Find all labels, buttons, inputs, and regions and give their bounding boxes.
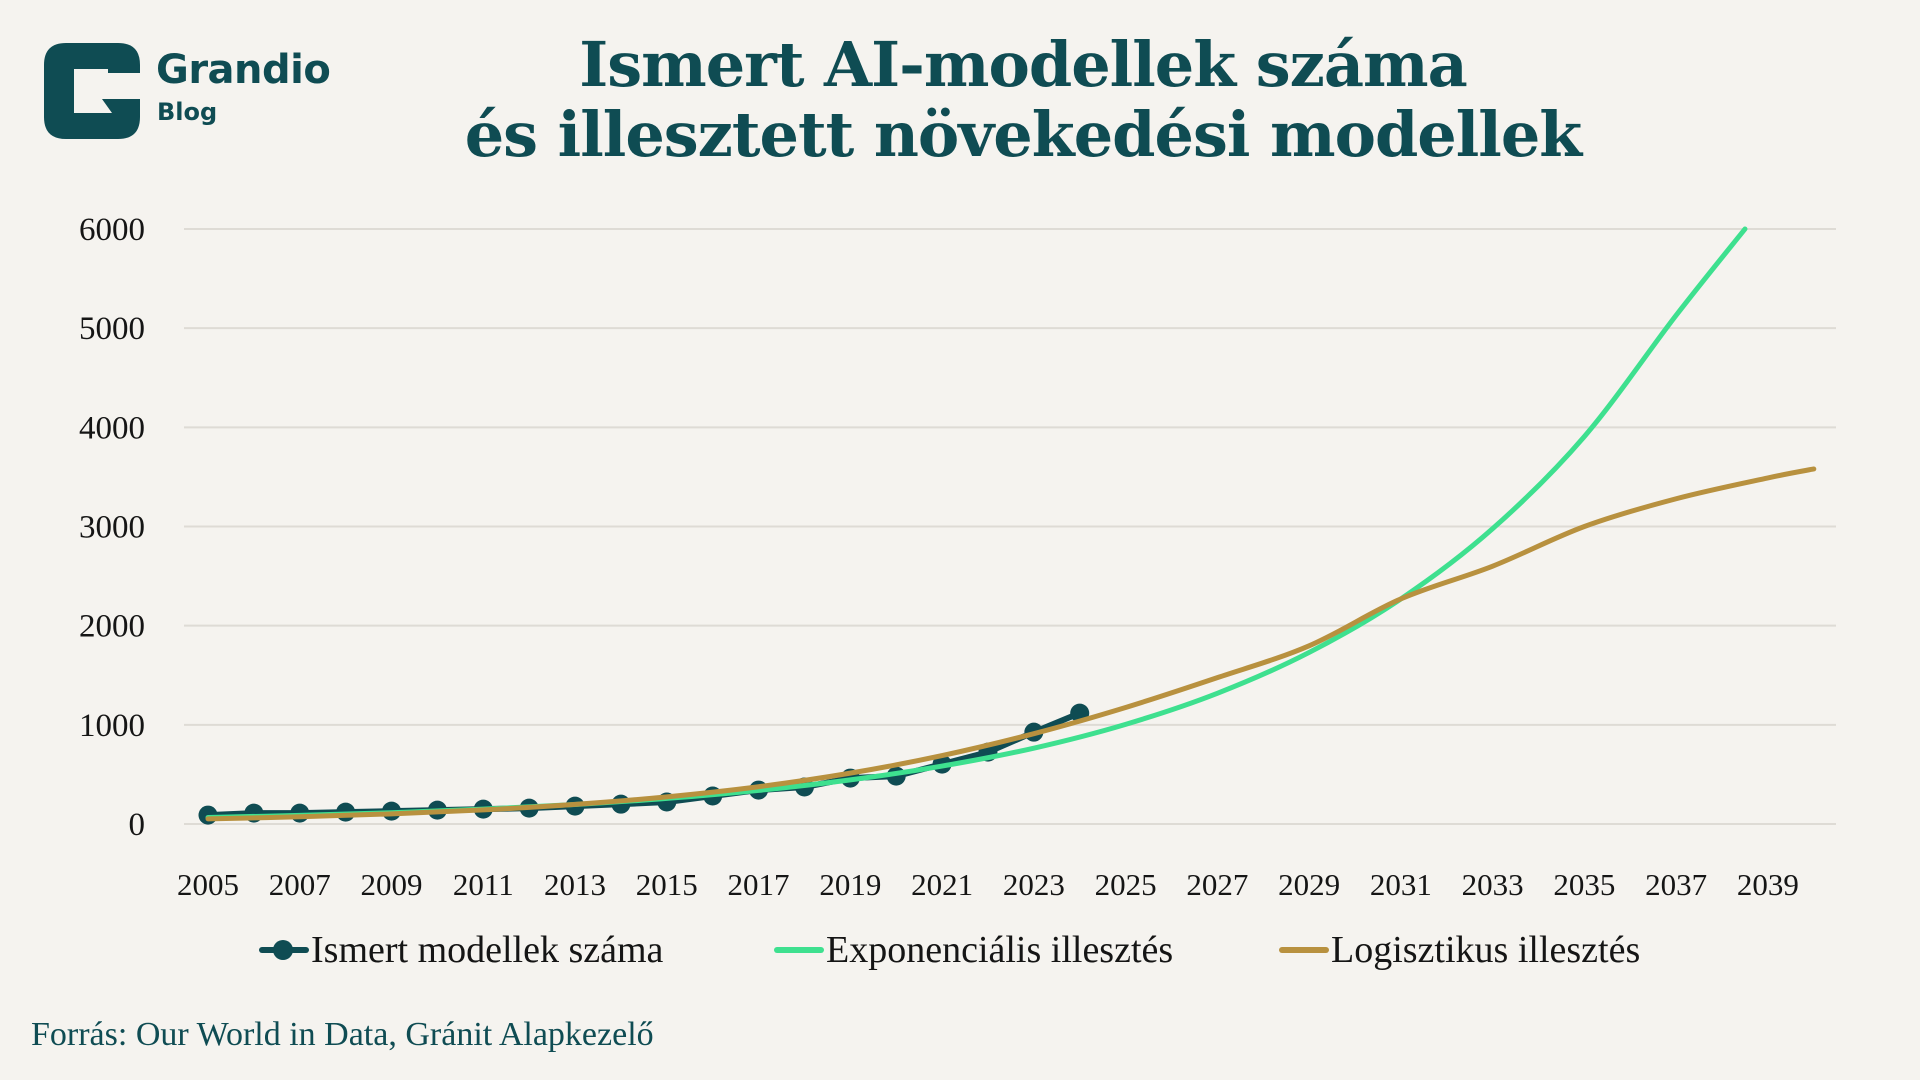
- legend: Ismert modellek száma Exponenciális ille…: [0, 925, 1920, 975]
- legend-label-exponential: Exponenciális illesztés: [826, 929, 1174, 971]
- legend-label-logistic: Logisztikus illesztés: [1331, 929, 1641, 971]
- x-tick-label: 2017: [728, 867, 790, 900]
- chart-title-line-1: Ismert AI-modellek száma: [579, 28, 1468, 101]
- y-tick-label: 1000: [79, 708, 145, 744]
- legend-item-logistic: Logisztikus illesztés: [1277, 925, 1640, 975]
- legend-label-observed: Ismert modellek száma: [311, 929, 664, 971]
- legend-swatch-line: [774, 947, 824, 953]
- x-tick-label: 2037: [1645, 867, 1707, 900]
- x-tick-label: 2009: [361, 867, 423, 900]
- x-tick-label: 2023: [1003, 867, 1065, 900]
- y-tick-label: 4000: [79, 410, 145, 446]
- y-tick-label: 5000: [79, 311, 145, 347]
- source-note: Forrás: Our World in Data, Gránit Alapke…: [31, 1016, 654, 1053]
- legend-marker-line-dot-icon: [257, 935, 309, 965]
- y-tick-label: 3000: [79, 510, 145, 546]
- x-tick-label: 2025: [1095, 867, 1157, 900]
- x-axis-ticks: 2005 2007 2009 2011 2013 2015 2017 2019 2021 2023…: [177, 867, 1799, 900]
- chart-title-line-2: és illesztett növekedési modellek: [464, 98, 1583, 171]
- legend-item-exponential: Exponenciális illesztés: [772, 925, 1173, 975]
- x-tick-label: 2011: [453, 867, 514, 900]
- x-tick-label: 2013: [544, 867, 606, 900]
- y-tick-label: 6000: [79, 212, 145, 248]
- grandio-g-icon: [44, 43, 140, 139]
- y-tick-label: 0: [129, 807, 146, 843]
- brand-name: Grandio: [156, 47, 331, 93]
- brand-logo: Grandio Blog: [44, 43, 344, 139]
- x-tick-label: 2021: [911, 867, 973, 900]
- x-tick-label: 2039: [1737, 867, 1799, 900]
- legend-swatch-line: [1279, 947, 1329, 953]
- x-tick-label: 2027: [1186, 867, 1248, 900]
- y-tick-label: 2000: [79, 609, 145, 645]
- series-exponential-line: [205, 226, 1748, 820]
- x-tick-label: 2029: [1278, 867, 1340, 900]
- legend-swatch-dot: [273, 940, 293, 960]
- y-axis-ticks: 0 1000 2000 3000 4000 5000 6000: [79, 212, 145, 843]
- x-tick-label: 2033: [1462, 867, 1524, 900]
- series-logistic-line: [205, 466, 1817, 822]
- x-tick-label: 2005: [177, 867, 239, 900]
- brand-sub: Blog: [157, 98, 218, 126]
- chart-title: Ismert AI-modellek száma és illesztett n…: [0, 30, 1856, 170]
- legend-marker-line-icon: [772, 935, 824, 965]
- x-tick-label: 2019: [819, 867, 881, 900]
- x-tick-label: 2015: [636, 867, 698, 900]
- legend-item-observed: Ismert modellek száma: [257, 925, 663, 975]
- legend-marker-line-icon: [1277, 935, 1329, 965]
- gridlines: [184, 228, 1836, 825]
- x-tick-label: 2031: [1370, 867, 1432, 900]
- x-tick-label: 2035: [1553, 867, 1615, 900]
- series-layer: [198, 226, 1817, 825]
- x-tick-label: 2007: [269, 867, 331, 900]
